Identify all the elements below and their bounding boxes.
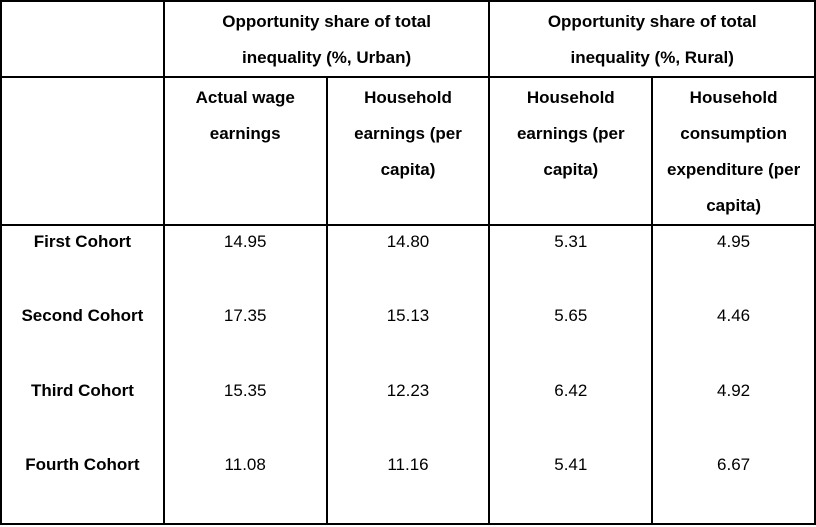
value-cell: 14.80 xyxy=(325,224,491,300)
corner-empty-cell xyxy=(0,0,165,78)
value-cell: 11.08 xyxy=(162,449,328,524)
value-cell: 14.95 xyxy=(162,224,328,300)
row-label: Fourth Cohort xyxy=(0,449,165,524)
table-row-second-cohort: Second Cohort 17.35 15.13 5.65 4.46 xyxy=(0,299,816,375)
value-cell: 4.95 xyxy=(651,224,816,300)
table-row-fourth-cohort: Fourth Cohort 11.08 11.16 5.41 6.67 xyxy=(0,449,816,524)
group-header-row: Opportunity share of total inequality (%… xyxy=(0,0,816,78)
table-row-third-cohort: Third Cohort 15.35 12.23 6.42 4.92 xyxy=(0,374,816,450)
group-header-rural: Opportunity share of total inequality (%… xyxy=(488,0,816,78)
value-cell: 5.41 xyxy=(488,449,654,524)
table-body: First Cohort 14.95 14.80 5.31 4.95 Secon… xyxy=(0,224,816,524)
col-header-actual-wage-earnings: Actual wage earnings xyxy=(162,76,328,226)
value-cell: 11.16 xyxy=(325,449,491,524)
row-label: Third Cohort xyxy=(0,374,165,450)
row-label: Second Cohort xyxy=(0,299,165,375)
value-cell: 15.13 xyxy=(325,299,491,375)
value-cell: 17.35 xyxy=(162,299,328,375)
row-label: First Cohort xyxy=(0,224,165,300)
value-cell: 4.92 xyxy=(651,374,816,450)
column-header-row: Actual wage earnings Household earnings … xyxy=(0,76,816,226)
value-cell: 15.35 xyxy=(162,374,328,450)
col-header-household-consumption: Household consumption expenditure (per c… xyxy=(651,76,816,226)
group-header-urban: Opportunity share of total inequality (%… xyxy=(162,0,491,78)
stub-empty-cell xyxy=(0,76,165,226)
value-cell: 12.23 xyxy=(325,374,491,450)
table-row-first-cohort: First Cohort 14.95 14.80 5.31 4.95 xyxy=(0,224,816,300)
value-cell: 5.65 xyxy=(488,299,654,375)
value-cell: 6.42 xyxy=(488,374,654,450)
value-cell: 6.67 xyxy=(651,449,816,524)
value-cell: 5.31 xyxy=(488,224,654,300)
table-header: Opportunity share of total inequality (%… xyxy=(0,0,816,226)
col-header-household-earnings-urban: Household earnings (per capita) xyxy=(325,76,491,226)
value-cell: 4.46 xyxy=(651,299,816,375)
col-header-household-earnings-rural: Household earnings (per capita) xyxy=(488,76,654,226)
